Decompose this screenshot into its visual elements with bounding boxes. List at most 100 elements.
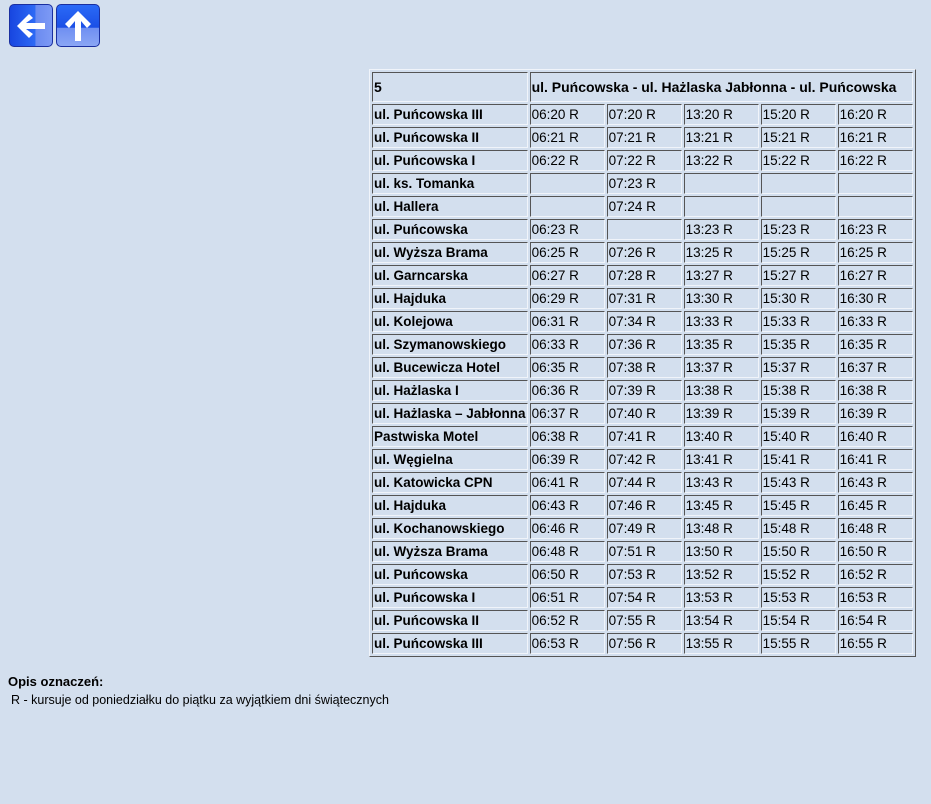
table-row: ul. Katowicka CPN 06:41 R 07:44 R 13:43 R 15… <box>372 472 913 493</box>
departure-time: 13:21 R <box>683 127 759 148</box>
stop-name: ul. Hajduka <box>372 495 528 516</box>
departure-time: 06:35 R <box>529 357 605 378</box>
table-row: Pastwiska Motel 06:38 R 07:41 R 13:40 R 15:4… <box>372 426 913 447</box>
departure-time: 15:54 R <box>760 610 836 631</box>
departure-time: 13:52 R <box>683 564 759 585</box>
departure-time: 15:53 R <box>760 587 836 608</box>
table-row: ul. Węgielna 06:39 R 07:42 R 13:41 R 15:41 R… <box>372 449 913 470</box>
departure-time: 16:39 R <box>837 403 913 424</box>
table-row: ul. Hażlaska I 06:36 R 07:39 R 13:38 R 15:38… <box>372 380 913 401</box>
departure-time: 13:22 R <box>683 150 759 171</box>
stop-name: Pastwiska Motel <box>372 426 528 447</box>
departure-time: 07:53 R <box>606 564 682 585</box>
departure-time: 13:27 R <box>683 265 759 286</box>
departure-time: 15:23 R <box>760 219 836 240</box>
departure-time: 07:22 R <box>606 150 682 171</box>
back-button[interactable] <box>9 4 53 47</box>
departure-time: 16:54 R <box>837 610 913 631</box>
departure-time: 06:29 R <box>529 288 605 309</box>
departure-time <box>760 196 836 217</box>
departure-time: 16:53 R <box>837 587 913 608</box>
departure-time: 15:40 R <box>760 426 836 447</box>
arrow-left-icon <box>17 13 45 38</box>
departure-time: 07:26 R <box>606 242 682 263</box>
departure-time: 16:27 R <box>837 265 913 286</box>
departure-time: 07:34 R <box>606 311 682 332</box>
departure-time <box>837 173 913 194</box>
departure-time: 06:48 R <box>529 541 605 562</box>
departure-time: 16:21 R <box>837 127 913 148</box>
departure-time: 15:33 R <box>760 311 836 332</box>
legend-title: Opis oznaczeń: <box>8 674 104 689</box>
departure-time: 15:30 R <box>760 288 836 309</box>
departure-time: 06:51 R <box>529 587 605 608</box>
table-row: ul. Puńcowska 06:50 R 07:53 R 13:52 R 15:52 … <box>372 564 913 585</box>
departure-time: 06:39 R <box>529 449 605 470</box>
departure-time: 07:54 R <box>606 587 682 608</box>
departure-time: 16:45 R <box>837 495 913 516</box>
departure-time: 16:50 R <box>837 541 913 562</box>
departure-time: 06:50 R <box>529 564 605 585</box>
stop-name: ul. Hażlaska I <box>372 380 528 401</box>
stop-name: ul. Kolejowa <box>372 311 528 332</box>
stop-name: ul. ks. Tomanka <box>372 173 528 194</box>
departure-time: 13:55 R <box>683 633 759 654</box>
departure-time: 06:31 R <box>529 311 605 332</box>
table-row: ul. Puńcowska III 06:53 R 07:56 R 13:55 R 15… <box>372 633 913 654</box>
departure-time: 15:21 R <box>760 127 836 148</box>
departure-time: 16:43 R <box>837 472 913 493</box>
departure-time: 15:25 R <box>760 242 836 263</box>
departure-time: 07:21 R <box>606 127 682 148</box>
route-name: ul. Puńcowska - ul. Hażlaska Jabłonna - … <box>529 72 913 102</box>
departure-time: 07:46 R <box>606 495 682 516</box>
departure-time <box>529 173 605 194</box>
stop-name: ul. Puńcowska <box>372 564 528 585</box>
departure-time: 07:41 R <box>606 426 682 447</box>
departure-time: 06:33 R <box>529 334 605 355</box>
table-row: ul. Puńcowska 06:23 R 13:23 R 15:23 R 16:23 … <box>372 219 913 240</box>
departure-time: 13:30 R <box>683 288 759 309</box>
departure-time: 16:30 R <box>837 288 913 309</box>
departure-time: 16:48 R <box>837 518 913 539</box>
table-row: ul. Hażlaska – Jabłonna 06:37 R 07:40 R 13:… <box>372 403 913 424</box>
stop-name: ul. Hallera <box>372 196 528 217</box>
stop-name: ul. Katowicka CPN <box>372 472 528 493</box>
departure-time: 16:33 R <box>837 311 913 332</box>
table-row: ul. Puńcowska II 06:21 R 07:21 R 13:21 R 15:… <box>372 127 913 148</box>
departure-time <box>760 173 836 194</box>
departure-time: 07:56 R <box>606 633 682 654</box>
departure-time: 07:20 R <box>606 104 682 125</box>
arrow-up-icon <box>65 10 91 41</box>
table-row: ul. Kolejowa 06:31 R 07:34 R 13:33 R 15:33 R… <box>372 311 913 332</box>
departure-time: 15:39 R <box>760 403 836 424</box>
departure-time: 06:43 R <box>529 495 605 516</box>
stop-name: ul. Hażlaska – Jabłonna <box>372 403 528 424</box>
stop-name: ul. Puńcowska III <box>372 104 528 125</box>
stop-name: ul. Kochanowskiego <box>372 518 528 539</box>
departure-time: 15:52 R <box>760 564 836 585</box>
departure-time: 13:53 R <box>683 587 759 608</box>
departure-time: 13:48 R <box>683 518 759 539</box>
departure-time: 16:38 R <box>837 380 913 401</box>
up-button[interactable] <box>56 4 100 47</box>
departure-time: 07:39 R <box>606 380 682 401</box>
departure-time: 16:52 R <box>837 564 913 585</box>
departure-time: 13:35 R <box>683 334 759 355</box>
departure-time <box>683 196 759 217</box>
departure-time: 15:37 R <box>760 357 836 378</box>
stop-name: ul. Puńcowska I <box>372 150 528 171</box>
departure-time: 13:25 R <box>683 242 759 263</box>
departure-time: 06:38 R <box>529 426 605 447</box>
table-row: ul. Puńcowska II 06:52 R 07:55 R 13:54 R 15:… <box>372 610 913 631</box>
departure-time <box>606 219 682 240</box>
departure-time: 16:55 R <box>837 633 913 654</box>
departure-time: 16:23 R <box>837 219 913 240</box>
departure-time: 15:43 R <box>760 472 836 493</box>
departure-time: 13:40 R <box>683 426 759 447</box>
navigation <box>9 4 100 47</box>
departure-time: 16:22 R <box>837 150 913 171</box>
departure-time: 07:51 R <box>606 541 682 562</box>
departure-time: 06:20 R <box>529 104 605 125</box>
